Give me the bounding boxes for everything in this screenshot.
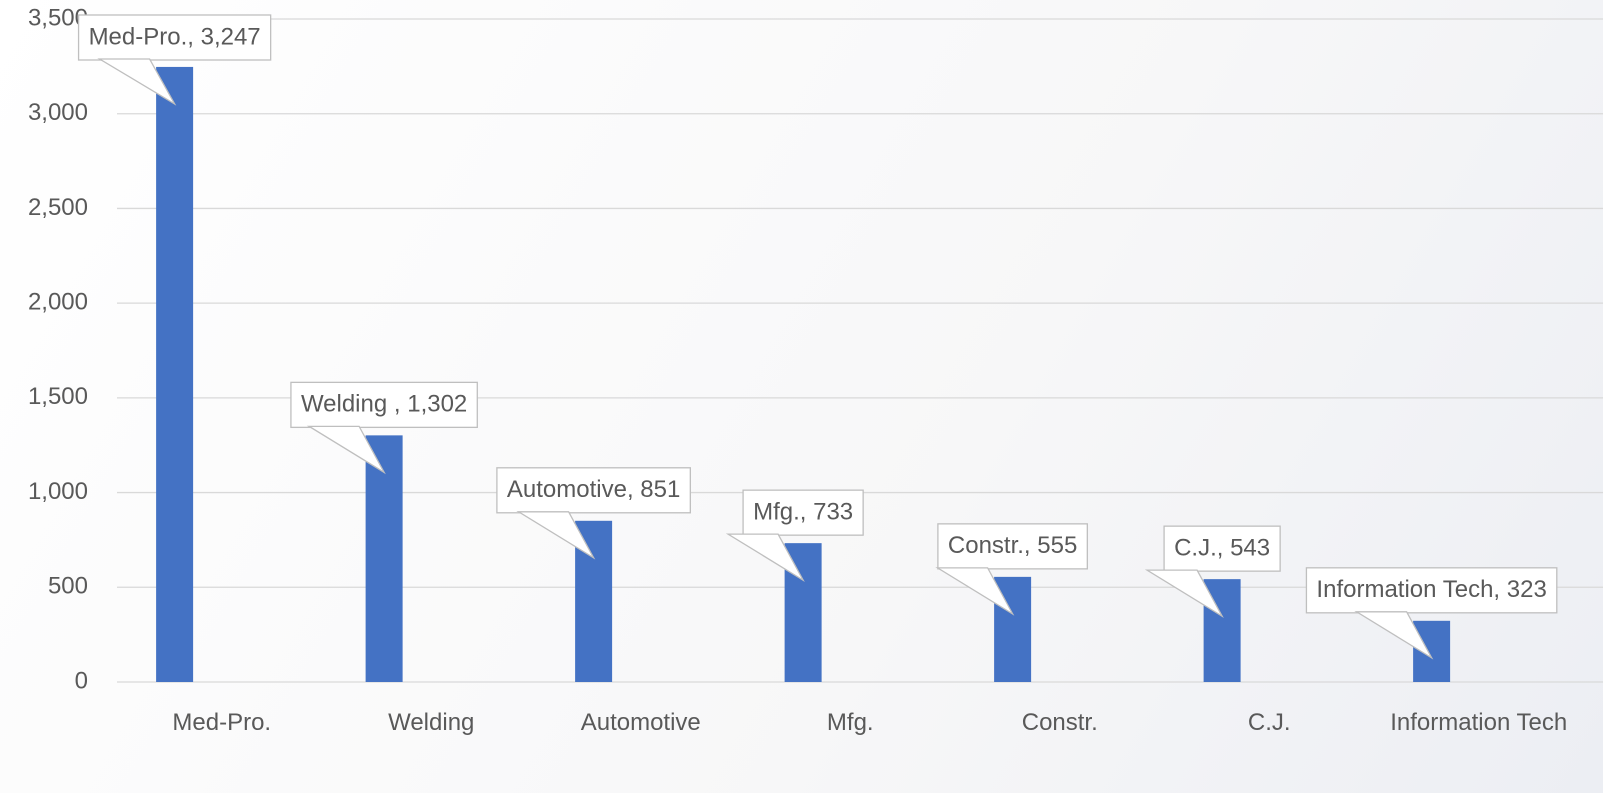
- chart: 05001,0001,5002,0002,5003,0003,500Med-Pr…: [0, 0, 1603, 793]
- x-tick-label: Welding: [336, 708, 526, 738]
- x-tick-label: Med-Pro.: [127, 708, 317, 738]
- data-callout: C.J., 543: [1147, 526, 1280, 616]
- y-tick-label: 1,000: [28, 478, 88, 505]
- x-tick-label: Mfg.: [755, 708, 945, 738]
- data-label: Information Tech, 323: [1316, 576, 1546, 603]
- y-tick-label: 2,500: [28, 194, 88, 221]
- data-label: Automotive, 851: [507, 476, 680, 503]
- data-callout: Mfg., 733: [728, 490, 863, 580]
- data-label: Mfg., 733: [753, 498, 853, 525]
- x-tick-label: Information Tech: [1384, 708, 1574, 738]
- y-tick-label: 0: [75, 667, 88, 694]
- data-label: Constr., 555: [948, 532, 1077, 559]
- bar: [156, 67, 193, 682]
- y-tick-label: 500: [48, 573, 88, 600]
- data-label: C.J., 543: [1174, 534, 1270, 561]
- data-label: Med-Pro., 3,247: [89, 23, 261, 50]
- bar: [1413, 621, 1450, 682]
- x-tick-label: Constr.: [965, 708, 1155, 738]
- y-tick-label: 2,000: [28, 288, 88, 315]
- data-label: Welding , 1,302: [301, 391, 467, 418]
- x-tick-label: Automotive: [546, 708, 736, 738]
- y-tick-label: 3,000: [28, 99, 88, 126]
- x-tick-label: C.J.: [1174, 708, 1364, 738]
- page: {"chart_data": {"type": "bar", "categori…: [0, 0, 1603, 793]
- y-tick-label: 1,500: [28, 383, 88, 410]
